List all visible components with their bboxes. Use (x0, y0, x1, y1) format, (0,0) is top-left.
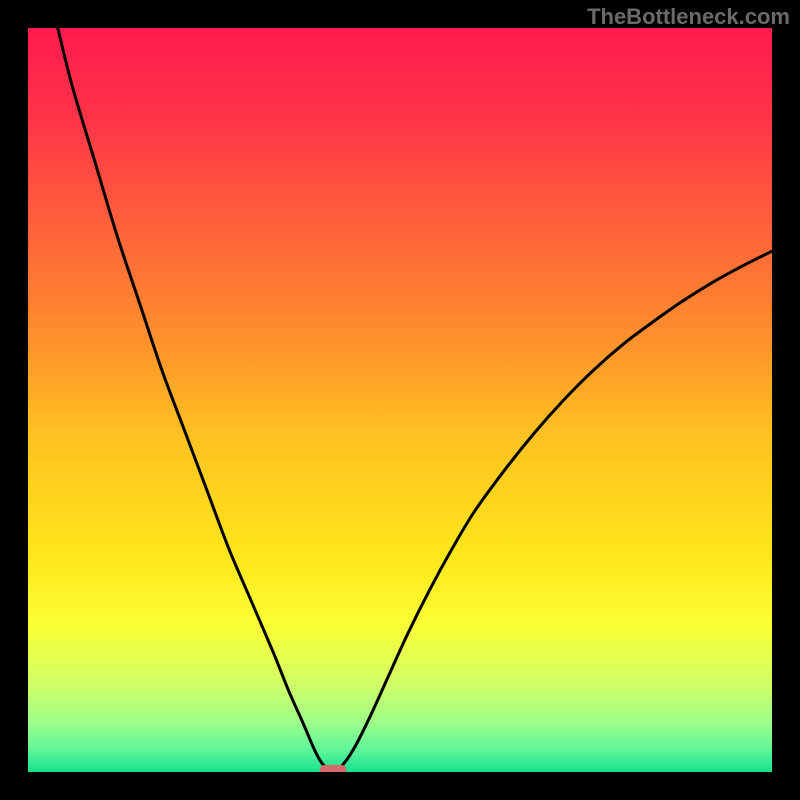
chart-background (27, 27, 773, 773)
chart-container: TheBottleneck.com (0, 0, 800, 800)
bottleneck-chart (0, 0, 800, 800)
watermark-text: TheBottleneck.com (587, 4, 790, 30)
